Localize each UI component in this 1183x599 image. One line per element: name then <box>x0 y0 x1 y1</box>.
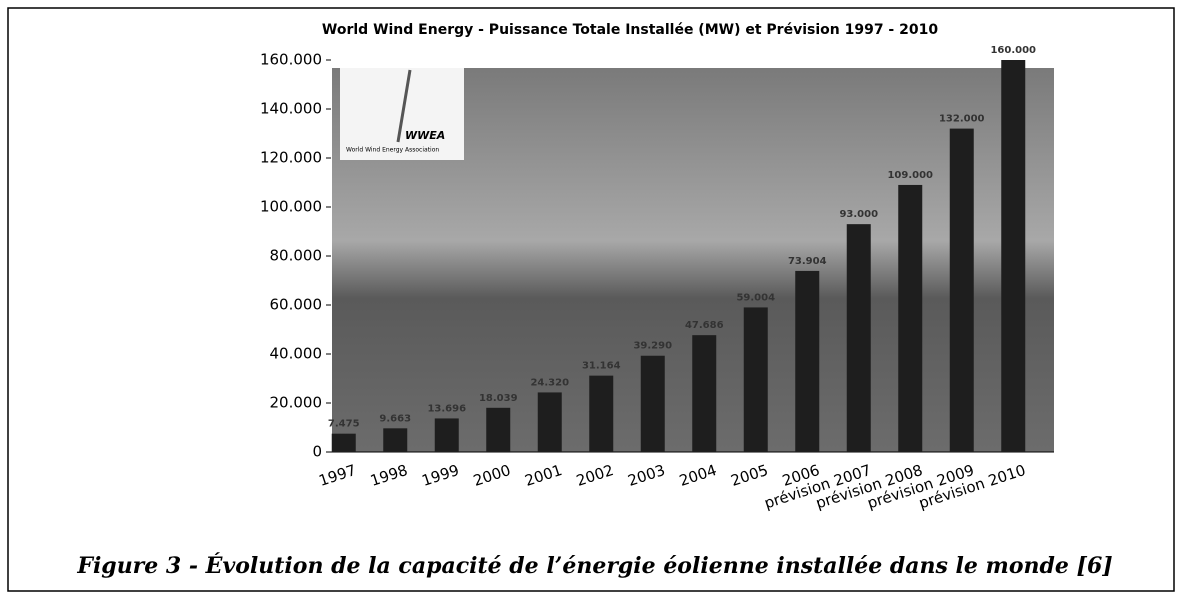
value-label: 59.004 <box>736 292 775 303</box>
value-label: 160.000 <box>990 45 1036 56</box>
bar <box>486 408 510 452</box>
bar <box>898 185 922 452</box>
y-tick-label: 60.000 <box>270 296 323 314</box>
value-label: 18.039 <box>479 393 518 404</box>
page: World Wind Energy - Puissance Totale Ins… <box>0 0 1183 595</box>
y-tick-label: 40.000 <box>270 345 323 363</box>
value-label: 109.000 <box>887 170 933 181</box>
value-label: 39.290 <box>633 341 672 352</box>
y-tick-label: 120.000 <box>260 149 322 167</box>
bar <box>435 418 459 452</box>
y-tick-label: 160.000 <box>260 51 322 69</box>
bar <box>847 224 871 452</box>
value-label: 9.663 <box>379 413 411 424</box>
value-label: 132.000 <box>939 114 985 125</box>
bar <box>383 428 407 452</box>
value-label: 93.000 <box>839 209 878 220</box>
bar <box>1001 60 1025 452</box>
value-label: 7.475 <box>328 419 360 430</box>
caption: Figure 3 - Évolution de la capacité de l… <box>76 552 1112 579</box>
y-tick-label: 140.000 <box>260 100 322 118</box>
bar <box>589 376 613 452</box>
chart-title: World Wind Energy - Puissance Totale Ins… <box>322 22 938 38</box>
value-label: 31.164 <box>582 361 621 372</box>
bar <box>744 307 768 452</box>
value-label: 24.320 <box>530 377 569 388</box>
bar <box>332 434 356 452</box>
bar <box>950 129 974 452</box>
bar <box>795 271 819 452</box>
value-label: 47.686 <box>685 320 724 331</box>
logo-subtitle: World Wind Energy Association <box>346 147 439 154</box>
y-tick-label: 0 <box>312 443 322 461</box>
value-label: 13.696 <box>427 403 466 414</box>
bar <box>641 356 665 452</box>
bar <box>692 335 716 452</box>
bar <box>538 392 562 452</box>
y-tick-label: 100.000 <box>260 198 322 216</box>
y-tick-label: 20.000 <box>270 394 323 412</box>
logo-text: WWEA <box>405 129 445 142</box>
value-label: 73.904 <box>788 256 827 267</box>
y-tick-label: 80.000 <box>270 247 323 265</box>
